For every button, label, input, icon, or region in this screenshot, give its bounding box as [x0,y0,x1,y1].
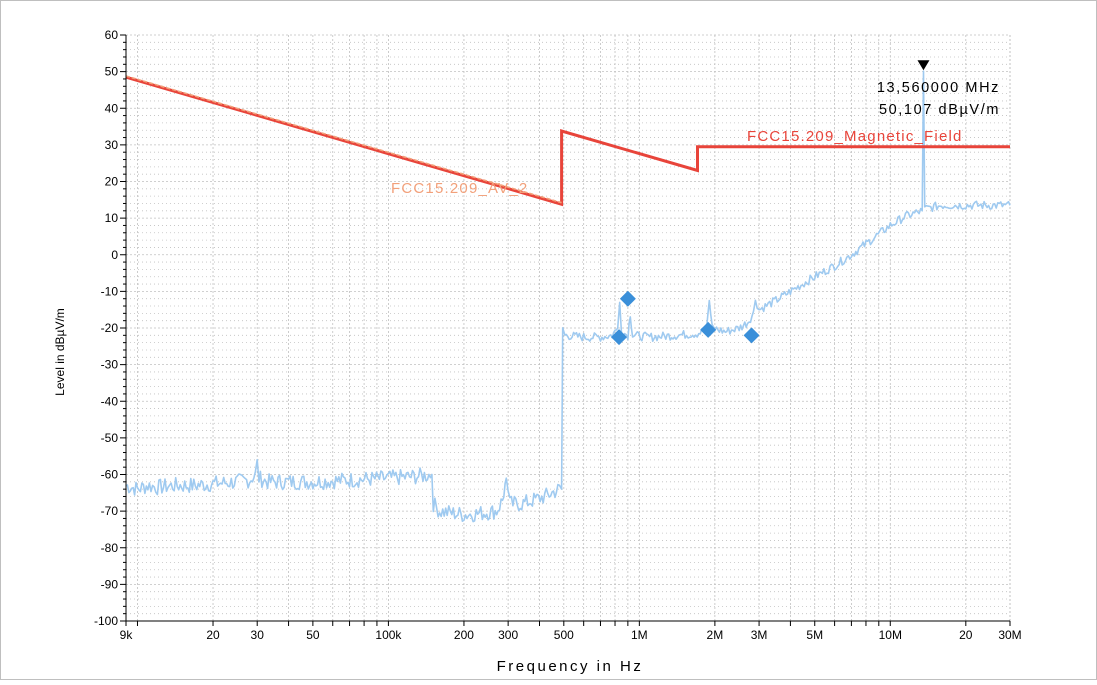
x-tick-label: 500 [554,628,574,642]
x-tick-label: 30M [998,628,1021,642]
peak-marker-frequency-label: 13,560000 MHz [877,80,1000,96]
limit-line-av [125,75,562,204]
y-axis-label: Level in dBµV/m [53,308,67,396]
y-tick-label: -80 [101,541,119,555]
grid [125,34,1011,622]
x-tick-label: 2M [707,628,724,642]
y-tick-label: 40 [105,101,119,115]
axes: 60 50 40 30 20 10 0 -10 -20 -30 -40 -50 -60 -70 -80 -90… [94,28,1022,642]
x-tick-label: 3M [751,628,768,642]
limit-label-av: FCC15.209_AV_2 [391,180,528,197]
measurement-marker [743,327,760,344]
x-tick-label: 100k [375,628,402,642]
measurement-trace [125,70,1011,523]
plot-content [125,70,1011,523]
y-tick-label: -60 [101,468,119,482]
y-tick-label: -70 [101,504,119,518]
y-tick-label: -20 [101,321,119,335]
y-tick-label: 0 [111,248,118,262]
x-tick-label: 10M [879,628,902,642]
y-tick-label: 50 [105,65,119,79]
x-tick-label: 20 [206,628,220,642]
y-tick-label: 60 [105,28,119,42]
y-tick-label: -100 [94,614,118,628]
x-tick-label: 300 [498,628,518,642]
y-tick-label: -90 [101,577,119,591]
y-tick-label: 20 [105,175,119,189]
x-tick-label: 20 [959,628,973,642]
x-tick-label: 200 [454,628,474,642]
x-tick-label: 1M [631,628,648,642]
y-tick-label: -50 [101,431,119,445]
y-tick-label: -30 [101,358,119,372]
peak-marker-triangle [917,60,930,71]
measurement-marker [619,290,636,307]
y-tick-label: 30 [105,138,119,152]
x-axis-label: Frequency in Hz [497,658,644,675]
x-tick-label: 9k [120,628,134,642]
labels: FCC15.209_Magnetic_Field FCC15.209_AV_2 13… [391,60,1000,197]
y-tick-label: -40 [101,394,119,408]
x-tick-label: 30 [251,628,265,642]
y-tick-label: -10 [101,284,119,298]
x-tick-label: 5M [806,628,823,642]
limit-label-magnetic-field: FCC15.209_Magnetic_Field [747,128,963,145]
measurement-marker [611,329,628,346]
measurement-marker [700,321,717,338]
limit-line-magnetic-field [125,75,1010,207]
x-tick-label: 50 [306,628,320,642]
peak-marker-level-label: 50,107 dBµV/m [879,102,1000,118]
y-tick-label: 10 [105,211,119,225]
